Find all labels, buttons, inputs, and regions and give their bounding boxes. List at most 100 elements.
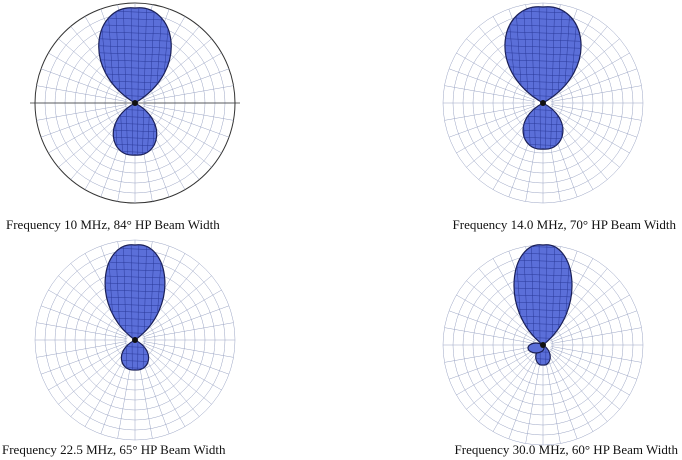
grid-radial bbox=[142, 341, 234, 358]
mesh-line bbox=[504, 37, 582, 43]
mesh-line bbox=[105, 253, 165, 259]
mesh-line bbox=[114, 7, 124, 103]
mesh-line bbox=[113, 107, 157, 113]
grid-radial bbox=[40, 305, 128, 338]
mesh-line bbox=[523, 103, 527, 150]
mesh-line bbox=[545, 6, 548, 103]
polar-plot bbox=[442, 235, 644, 446]
mesh-line bbox=[75, 0, 99, 163]
grid-radial bbox=[142, 322, 234, 339]
caption: Frequency 10 MHz, 84° HP Beam Width bbox=[6, 217, 220, 232]
mesh-line bbox=[522, 244, 532, 345]
grid-radial bbox=[142, 105, 230, 138]
mesh-line bbox=[122, 103, 129, 156]
mesh-line bbox=[105, 246, 165, 252]
grid-radial bbox=[550, 327, 642, 344]
mesh-line bbox=[113, 121, 157, 127]
mesh-line bbox=[523, 121, 563, 127]
lobe bbox=[513, 244, 573, 346]
grid-radial bbox=[448, 68, 536, 101]
polar-plot bbox=[442, 0, 644, 204]
grid-radial bbox=[508, 352, 541, 440]
mesh-line bbox=[121, 351, 149, 357]
mesh-line bbox=[141, 103, 148, 156]
mesh-line bbox=[504, 65, 582, 71]
mesh-line bbox=[141, 244, 148, 340]
mesh-line bbox=[538, 244, 541, 345]
mesh-line bbox=[106, 7, 119, 103]
mesh-line bbox=[579, 0, 603, 163]
mesh-line bbox=[514, 335, 572, 341]
mesh-line bbox=[130, 103, 133, 156]
mesh-line bbox=[130, 7, 133, 103]
mesh-line bbox=[98, 44, 172, 50]
mesh-line bbox=[146, 103, 156, 156]
mesh-line bbox=[545, 103, 548, 150]
mesh-line bbox=[504, 6, 513, 103]
grid-radial bbox=[550, 310, 638, 343]
mesh-line bbox=[170, 7, 172, 103]
mesh-line bbox=[105, 330, 165, 336]
mesh-line bbox=[75, 230, 99, 400]
mesh-line bbox=[514, 244, 572, 250]
mesh-line bbox=[83, 0, 104, 163]
grid-radial bbox=[448, 347, 536, 380]
mesh-line bbox=[483, 235, 507, 405]
mesh-line bbox=[535, 349, 551, 355]
mesh-line bbox=[130, 244, 133, 340]
grid-radial bbox=[444, 104, 536, 121]
mesh-line bbox=[171, 230, 195, 400]
grid-radial bbox=[456, 106, 537, 154]
mesh-line bbox=[105, 295, 165, 301]
mesh-line bbox=[559, 103, 563, 150]
grid-radial bbox=[549, 348, 630, 396]
mesh-line bbox=[491, 0, 512, 163]
grid-radial bbox=[141, 289, 222, 337]
mesh-line bbox=[514, 286, 572, 292]
mesh-line bbox=[549, 244, 556, 345]
mesh-line bbox=[98, 93, 172, 99]
grid-radial bbox=[549, 294, 630, 342]
mesh-line bbox=[523, 135, 563, 141]
grid-radial bbox=[36, 322, 128, 339]
grid-radial bbox=[456, 348, 537, 396]
grid-radial bbox=[142, 68, 230, 101]
mesh-line bbox=[504, 16, 582, 22]
mesh-line bbox=[113, 142, 157, 148]
mesh-line bbox=[165, 7, 172, 103]
grid-radial bbox=[550, 85, 642, 102]
grid-radial bbox=[141, 106, 222, 154]
mesh-line bbox=[514, 265, 572, 271]
grid-radial bbox=[48, 106, 129, 154]
mesh-line bbox=[523, 114, 563, 120]
mesh-line bbox=[574, 0, 595, 163]
mesh-line bbox=[113, 114, 157, 120]
lobe-mesh bbox=[75, 0, 157, 163]
mesh-line bbox=[105, 260, 165, 266]
grid-radial bbox=[546, 351, 594, 432]
mesh-line bbox=[105, 302, 165, 308]
mesh-line bbox=[114, 244, 124, 340]
mesh-line bbox=[514, 307, 572, 313]
mesh-line bbox=[535, 356, 551, 362]
origin bbox=[540, 342, 546, 348]
mesh-line bbox=[483, 0, 507, 163]
mesh-line bbox=[514, 6, 527, 103]
lobe bbox=[112, 102, 158, 156]
mesh-line bbox=[504, 86, 582, 92]
grid-radial bbox=[444, 346, 536, 363]
grid-radial bbox=[40, 105, 128, 138]
grid-radial bbox=[448, 310, 536, 343]
grid-radial bbox=[547, 350, 608, 422]
mesh-line bbox=[105, 267, 165, 273]
grid-radial bbox=[36, 104, 128, 121]
lobe-mesh bbox=[75, 230, 149, 400]
origin bbox=[132, 337, 138, 343]
mesh-line bbox=[573, 6, 582, 103]
mesh-line bbox=[141, 7, 148, 103]
mesh-line bbox=[98, 7, 100, 103]
mesh-line bbox=[98, 37, 172, 43]
mesh-line bbox=[504, 72, 582, 78]
mesh-line bbox=[514, 328, 572, 334]
mesh-line bbox=[98, 58, 172, 64]
